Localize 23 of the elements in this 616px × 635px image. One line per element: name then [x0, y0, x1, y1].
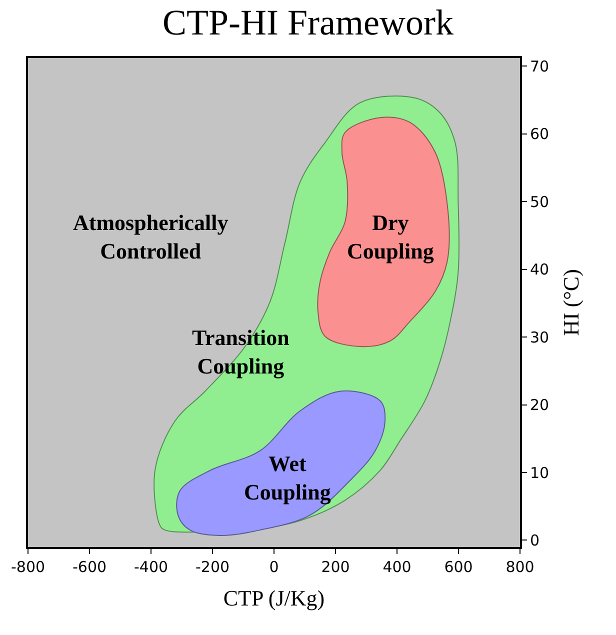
y-tick-label: 50 — [530, 192, 550, 211]
x-tick-label: 800 — [506, 558, 534, 576]
y-tick-label: 10 — [530, 464, 550, 482]
y-tick-label: 70 — [530, 57, 550, 76]
y-tick-label: 30 — [530, 328, 550, 346]
y-axis-title: HI (°C) — [558, 269, 584, 336]
x-tick-label: 0 — [269, 558, 279, 576]
x-tick-label: -800 — [10, 558, 46, 576]
x-tick-label: -200 — [195, 558, 230, 576]
x-tick-label: 400 — [382, 558, 412, 576]
x-tick-label: -600 — [72, 558, 107, 576]
x-tick-label: -400 — [134, 558, 168, 576]
x-tick-label: 200 — [321, 558, 350, 576]
annotation: Dry Coupling — [347, 210, 434, 264]
x-axis-title: CTP (J/Kg) — [223, 585, 325, 610]
annotation: Wet Coupling — [244, 451, 331, 505]
y-tick-label: 40 — [530, 260, 550, 279]
chart-title: CTP-HI Framework — [162, 2, 454, 43]
y-tick-label: 20 — [530, 396, 550, 414]
x-tick-label: 600 — [444, 558, 473, 576]
y-tick-label: 60 — [530, 125, 550, 144]
y-tick-label: 0 — [530, 531, 540, 550]
annotation: Atmospherically Controlled — [73, 210, 228, 264]
